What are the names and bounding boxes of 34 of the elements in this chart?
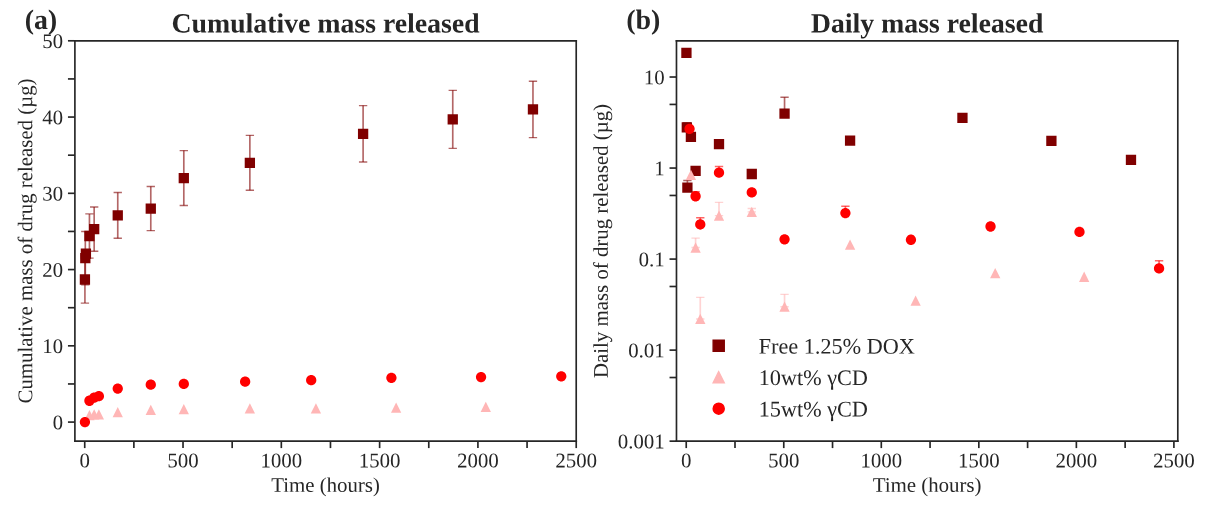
y-tick-label: 50 <box>43 34 63 49</box>
text: (b) <box>627 9 660 35</box>
x-tick-label: 1500 <box>360 453 400 468</box>
y-axis-title: Cumulative mass of drug released (µg) <box>17 79 37 403</box>
x-tick-label: 0 <box>681 453 691 468</box>
y-tick-label: 30 <box>43 186 63 201</box>
y-tick-label: 0.1 <box>639 252 664 267</box>
x-tick-label: 2500 <box>556 453 597 468</box>
chart-title: Daily mass released <box>811 13 1044 39</box>
chart-title: Cumulative mass released <box>172 13 480 33</box>
x-tick-label: 1000 <box>862 453 902 468</box>
y-tick-label: 20 <box>43 262 63 277</box>
x-tick-label: 2000 <box>1056 453 1097 468</box>
x-tick-label: 2500 <box>1153 453 1194 468</box>
legend-label: 10wt% γCD <box>760 370 868 390</box>
x-tick-label: 0 <box>80 453 90 468</box>
y-axis-title: Daily mass of drug released (µg) <box>593 104 613 378</box>
y-tick-label: 1 <box>656 161 664 176</box>
legend-label: Free 1.25% DOX <box>759 338 915 354</box>
x-tick-label: 500 <box>769 453 799 468</box>
y-tick-label: 0.001 <box>618 434 664 449</box>
x-tick-label: 2000 <box>458 453 498 468</box>
y-tick-label: 0 <box>53 415 63 430</box>
y-tick-label: 40 <box>42 110 63 125</box>
y-tick-label: 0.01 <box>629 343 664 358</box>
legend-label: 15wt% γCD <box>760 401 868 422</box>
x-axis-title: Time (hours) <box>271 477 379 497</box>
x-tick-label: 1500 <box>959 453 999 468</box>
y-tick-label: 10 <box>44 339 63 354</box>
x-tick-label: 1000 <box>262 453 302 468</box>
x-tick-label: 500 <box>168 453 198 468</box>
x-axis-title: Time (hours) <box>873 477 981 497</box>
text: (a) <box>25 9 56 35</box>
y-tick-label: 10 <box>645 70 664 85</box>
